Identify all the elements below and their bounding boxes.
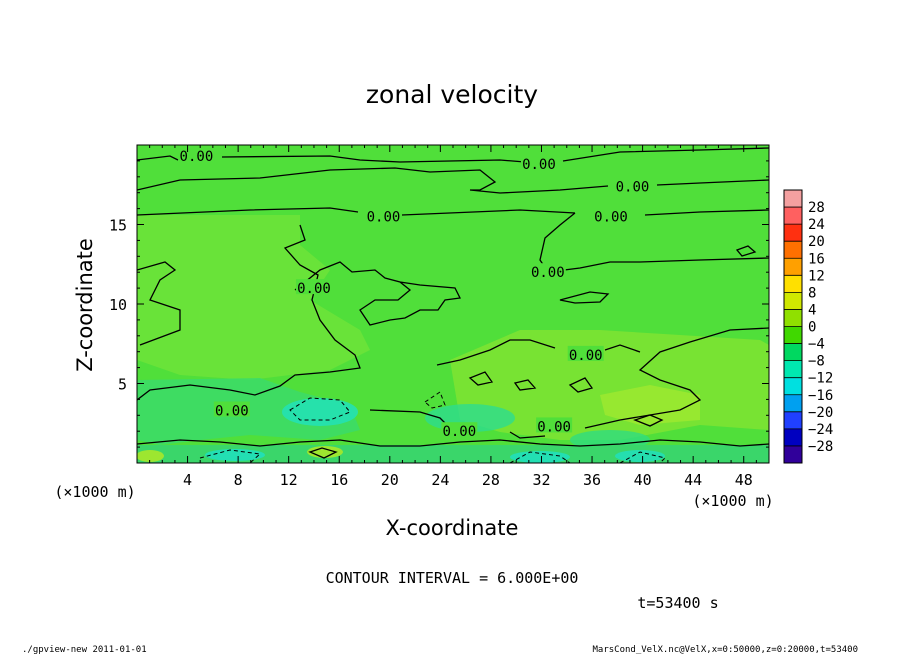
colorbar-swatch (784, 258, 802, 276)
footer-left: ./gpview-new 2011-01-01 (22, 645, 147, 654)
contour-label: 0.00 (297, 281, 331, 297)
x-tick-label: 20 (381, 471, 399, 489)
contour-label-bg (529, 263, 566, 279)
colorbar-label: 12 (808, 268, 825, 284)
colorbar-label: −8 (808, 354, 825, 370)
colorbar-label: 16 (808, 251, 825, 267)
colorbar-swatch (784, 428, 802, 447)
colorbar-label: 8 (808, 285, 816, 301)
x-tick-label: 40 (634, 471, 652, 489)
colorbar-label: −20 (808, 405, 833, 421)
time-label: t=53400 s (637, 594, 718, 612)
colorbar-swatch (784, 292, 802, 310)
x-tick-label: 44 (684, 471, 702, 489)
colorbar-swatch (784, 207, 802, 225)
colorbar-swatch (784, 360, 802, 379)
contour-label: 0.00 (569, 348, 603, 364)
contour-label: 0.00 (522, 157, 556, 173)
x-tick-label: 12 (280, 471, 298, 489)
contour-line (308, 414, 664, 459)
contour-line (137, 439, 769, 447)
colorbar-label: −24 (808, 422, 833, 438)
contour-label: 0.00 (594, 210, 628, 226)
y-tick-label: 15 (109, 217, 127, 235)
contour-label-bg (520, 155, 557, 171)
contour-label: 0.00 (367, 210, 401, 226)
contour-line (199, 449, 666, 463)
contour-label: 0.00 (442, 424, 476, 440)
x-tick-label: 48 (735, 471, 753, 489)
x-tick-label: 8 (234, 471, 243, 489)
colorbar-label: 0 (808, 320, 816, 336)
contour-label-bg (614, 177, 651, 193)
contour-line (436, 339, 641, 366)
x-tick-label: 32 (532, 471, 550, 489)
x-tick-label: 16 (330, 471, 348, 489)
contour-label-bg (213, 401, 250, 417)
contour-label-bg (365, 207, 402, 223)
x-unit-note: (×1000 m) (692, 492, 773, 510)
contour-label-bg (295, 279, 332, 295)
y-tick-label: 5 (118, 376, 127, 394)
contour-line (735, 245, 757, 257)
y-unit-note: (×1000 m) (54, 483, 135, 501)
y-tick-label: 10 (109, 296, 127, 314)
colorbar-label: −16 (808, 388, 833, 404)
x-tick-label: 28 (482, 471, 500, 489)
colorbar-swatch (784, 411, 802, 430)
contour-labels: 0.00 0.00 0.00 0.00 0.00 0.00 0.00 0.00 0.00 0.00… (178, 147, 651, 440)
contour-line (294, 261, 461, 326)
x-tick-label: 36 (583, 471, 601, 489)
contour-label: 0.00 (180, 149, 214, 165)
colorbar-label: 28 (808, 200, 825, 216)
contour-line (137, 167, 769, 194)
colorbar-label: −12 (808, 371, 833, 387)
contour-line (559, 291, 610, 304)
contour-line (424, 391, 446, 409)
contour-label: 0.00 (537, 419, 571, 435)
x-axis-label: X-coordinate (386, 516, 519, 540)
contour-interval: CONTOUR INTERVAL = 6.000E+00 (326, 569, 579, 587)
colorbar-swatch (784, 377, 802, 396)
contour-lines-negative (199, 391, 666, 463)
colorbar-swatch (784, 394, 802, 413)
contour-label-bg (536, 417, 573, 433)
colorbar-swatch (784, 343, 802, 362)
contour-line (137, 207, 769, 216)
x-tick-label: 4 (183, 471, 192, 489)
contour-lines (137, 147, 769, 459)
colorbar-swatch (784, 326, 802, 345)
colorbar-swatch (784, 224, 802, 242)
colorbar-label: −4 (808, 337, 825, 353)
colorbar-swatch (784, 445, 802, 464)
contour-label: 0.00 (616, 179, 650, 195)
contour-label-bg (567, 345, 604, 361)
x-tick-label: 24 (431, 471, 449, 489)
colorbar-swatch (784, 309, 802, 327)
colorbar-label: 20 (808, 234, 825, 250)
colorbar-swatch (784, 241, 802, 259)
contour-label-bg (441, 422, 478, 438)
contour-label: 0.00 (531, 265, 565, 281)
contour-line (137, 147, 769, 163)
contour-label-bg (593, 207, 629, 223)
contour-line (137, 224, 361, 401)
colorbar-swatch (784, 190, 802, 208)
colorbar-swatch (784, 275, 802, 293)
colorbar-label: 24 (808, 217, 825, 233)
chart-title: zonal velocity (366, 80, 538, 109)
contour-label: 0.00 (215, 404, 249, 420)
colorbar-label: 4 (808, 302, 816, 318)
contour-line (289, 397, 351, 421)
contour-line (468, 371, 594, 393)
colorbar-label: −28 (808, 439, 833, 455)
y-axis-label: Z-coordinate (73, 238, 97, 372)
footer-right: MarsCond_VelX.nc@VelX,x=0:50000,z=0:2000… (592, 645, 858, 654)
